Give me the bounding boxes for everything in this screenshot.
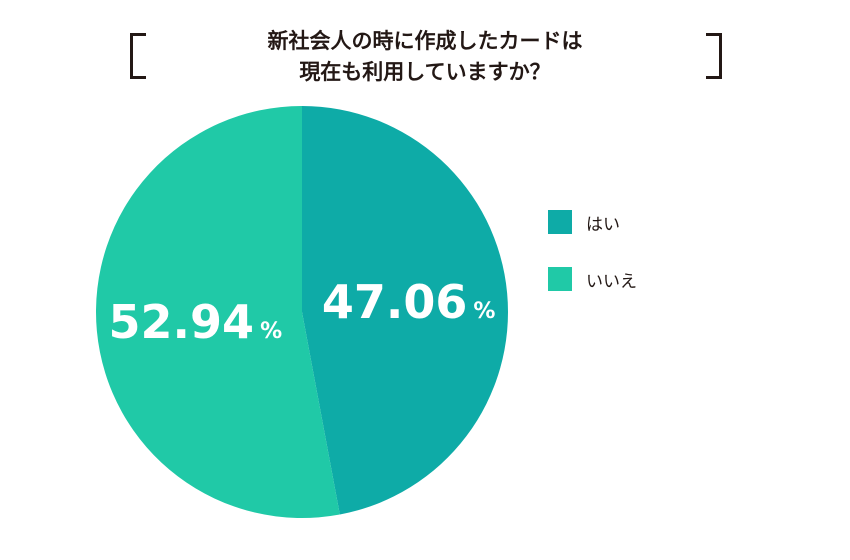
chart-title-line-1: 新社会人の時に作成したカードは [267, 29, 583, 53]
slice-value-unit-yes: % [473, 299, 495, 324]
legend: はい いいえ [548, 210, 637, 324]
legend-item-yes: はい [548, 210, 637, 235]
chart-title: 新社会人の時に作成したカードは 現在も利用していますか？ [160, 26, 690, 88]
chart-title-line-2: 現在も利用していますか？ [299, 60, 551, 84]
legend-item-no: いいえ [548, 267, 637, 292]
slice-value-number-yes: 47.06 [322, 275, 468, 329]
legend-label-no: いいえ [586, 271, 637, 292]
pie-slice-yes [302, 106, 509, 515]
legend-label-yes: はい [586, 214, 620, 235]
slice-value-label-no: 52.94% [109, 295, 283, 349]
slice-value-unit-no: % [260, 319, 282, 344]
legend-swatch-yes [548, 210, 572, 234]
slice-value-label-yes: 47.06% [322, 275, 496, 329]
legend-swatch-no [548, 267, 572, 291]
slice-value-number-no: 52.94 [109, 295, 255, 349]
title-bracket-right [706, 33, 722, 79]
pie-slice-no [96, 106, 340, 518]
title-bracket-left [130, 33, 146, 79]
